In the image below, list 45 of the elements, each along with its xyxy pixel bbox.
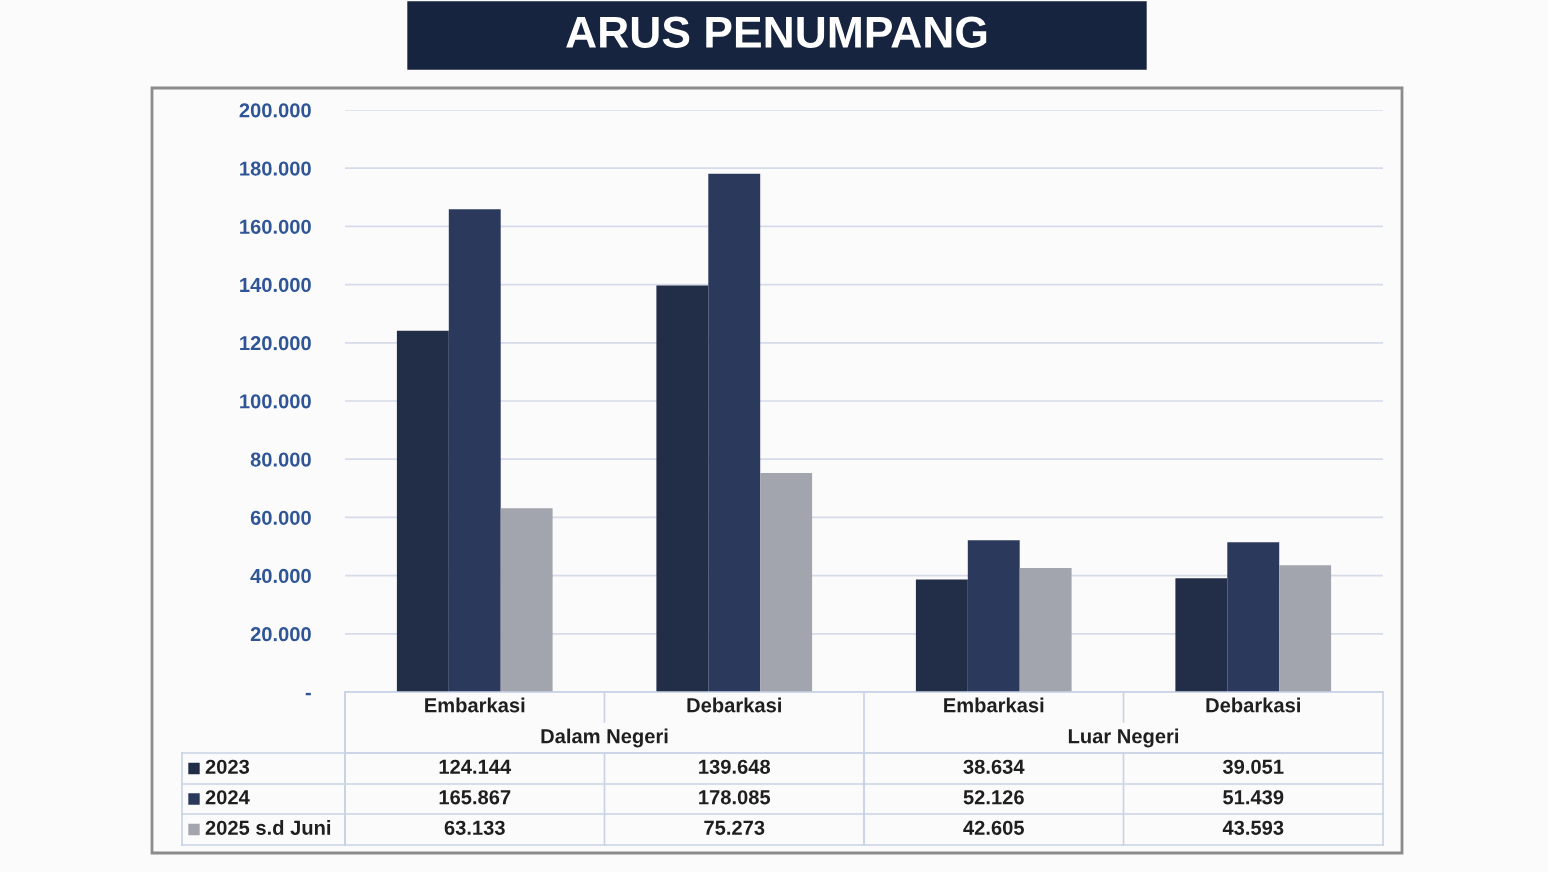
bar [448, 209, 501, 692]
data-label: 139.648 [699, 759, 771, 774]
text: Dalam Negeri [541, 728, 668, 748]
bar [1227, 542, 1280, 692]
data-label: 75.273 [704, 820, 765, 835]
y-tick-label: 20.000 [250, 627, 311, 642]
data-label: 42.605 [963, 820, 1024, 835]
y-tick-label: 140.000 [240, 277, 311, 293]
data-label: 165.867 [439, 790, 511, 805]
y-tick-label: 200.000 [239, 103, 311, 118]
y-tick-label: 80.000 [250, 452, 311, 467]
x-tick-label: Debarkasi [687, 697, 781, 713]
bar [656, 285, 709, 692]
y-tick-label: 60.000 [250, 510, 311, 525]
chart-title: ARUS PENUMPANG [566, 16, 987, 48]
bar [1019, 568, 1072, 692]
x-tick-label: Embarkasi [944, 697, 1044, 713]
bar [1279, 565, 1332, 692]
data-label: 178.085 [699, 790, 771, 805]
x-tick-label: Embarkasi [425, 697, 525, 713]
bar [396, 330, 449, 692]
y-tick-label: 120.000 [240, 336, 311, 351]
x-tick-label: Debarkasi [1206, 697, 1300, 713]
bar [500, 508, 553, 692]
legend-label: 2023 [205, 759, 250, 774]
data-label: 51.439 [1223, 790, 1284, 805]
bar [1175, 578, 1228, 692]
y-tick-label: 180.000 [240, 161, 311, 176]
text: Luar Negeri [1068, 728, 1179, 748]
y-tick-label: - [305, 692, 311, 696]
bar [915, 579, 968, 692]
y-tick-label: 100.000 [240, 394, 311, 409]
data-label: 124.144 [439, 759, 512, 774]
y-tick-label: 160.000 [240, 219, 311, 234]
data-label: 43.593 [1222, 820, 1284, 835]
bar [760, 472, 813, 692]
data-label: 38.634 [963, 759, 1025, 774]
data-label: 39.051 [1222, 759, 1284, 774]
legend-label: 2024 [205, 790, 250, 805]
data-label: 52.126 [963, 790, 1024, 805]
bar [708, 173, 761, 692]
data-label: 63.133 [444, 820, 505, 835]
legend-label: 2025 s.d Juni [205, 820, 331, 835]
y-tick-label: 40.000 [250, 568, 311, 584]
bar [967, 540, 1020, 692]
